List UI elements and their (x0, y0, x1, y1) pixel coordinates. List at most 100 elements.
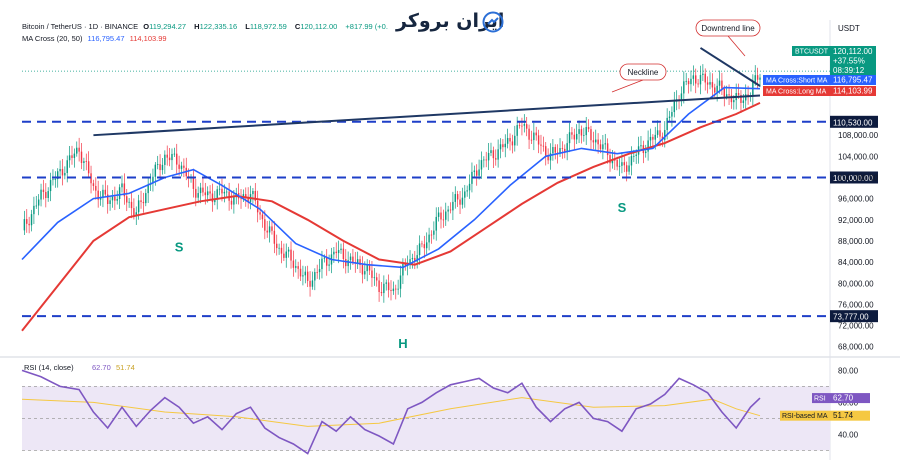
candle-body (392, 288, 395, 292)
candle-body (545, 146, 547, 156)
candle-body (268, 226, 271, 233)
neckline (93, 94, 761, 137)
candle-body (159, 164, 161, 171)
candle-body (490, 150, 492, 154)
candle-body (371, 270, 373, 278)
candle-body (680, 93, 683, 101)
candle-body (352, 256, 354, 262)
candle-body (754, 75, 756, 82)
candle-body (106, 194, 109, 204)
candle-body (176, 153, 178, 165)
candle-body (140, 200, 142, 202)
candle-body (568, 132, 571, 144)
candle-body (123, 183, 126, 197)
candle-body (566, 143, 568, 153)
candle-body (473, 170, 476, 172)
candle-body (573, 134, 576, 140)
ma-long-tag (763, 86, 830, 96)
open-label: O (143, 22, 150, 31)
candle-body (699, 74, 702, 85)
candle-body (321, 258, 323, 270)
candle-body (695, 75, 697, 84)
candle-body (723, 88, 726, 97)
candle-body (342, 248, 345, 259)
symbol-tag-label: BTCUSDT (795, 49, 829, 56)
candle-body (99, 197, 102, 200)
candle-body (421, 243, 423, 245)
candle-body (416, 255, 418, 262)
candle-body (442, 219, 445, 221)
candle-body (759, 77, 761, 80)
candle-body (309, 280, 311, 287)
ma-long-value: 114,103.99 (129, 34, 167, 43)
candle-body (602, 144, 604, 150)
candle-body (616, 160, 618, 167)
candle-body (168, 157, 171, 161)
candle-body (656, 130, 659, 135)
candle-body (37, 199, 40, 206)
ma-short-value-text: 116,795.47 (833, 76, 873, 85)
candle-body (223, 191, 226, 194)
candle-body (126, 196, 128, 203)
candle-body (571, 132, 573, 135)
candle-body (530, 139, 533, 141)
candle-body (725, 94, 728, 97)
candle-body (59, 168, 61, 172)
candle-body (397, 288, 399, 290)
close-label: C (294, 22, 301, 31)
candle-body (433, 230, 435, 235)
candle-body (240, 198, 242, 200)
downtrend-callout-text: Downtrend line (701, 24, 755, 33)
candle-body (142, 201, 145, 204)
candle-body (633, 155, 635, 157)
rsi-ma-value-text: 51.74 (833, 411, 854, 420)
candle-body (464, 191, 466, 198)
candle-body (454, 194, 456, 202)
candle-body (252, 190, 254, 195)
candle-body (466, 190, 468, 192)
candle-body (259, 212, 261, 215)
ma-cross-label[interactable]: MA Cross (20, 50) (22, 34, 83, 43)
candle-body (533, 132, 535, 141)
price-tick-label: 92,000.00 (838, 216, 874, 225)
candle-body (192, 177, 195, 189)
candle-body (35, 205, 37, 207)
level-tag (830, 171, 878, 184)
candle-body (97, 190, 99, 200)
rsi-ma-name-tag-label: RSI-based MA (782, 413, 828, 420)
candle-body (68, 155, 71, 161)
candle-body (380, 291, 383, 294)
candle-body (425, 242, 428, 249)
candle-body (42, 189, 45, 193)
candle-body (687, 80, 690, 85)
candle-body (71, 155, 73, 158)
brand-logo-icon (482, 11, 504, 33)
low-value: 118,972.59 (249, 22, 287, 31)
candle-body (76, 147, 78, 154)
pattern-label: H (398, 336, 407, 351)
candle-body (199, 187, 202, 194)
candle-body (109, 200, 111, 204)
candle-body (692, 75, 695, 79)
candle-body (683, 81, 685, 94)
ma-cross-header: MA Cross (20, 50) 116,795.47 114,103.99 (22, 34, 170, 43)
candle-body (740, 94, 742, 103)
candle-body (578, 129, 580, 134)
candle-body (478, 169, 480, 176)
candle-body (221, 188, 223, 194)
candle-body (487, 153, 490, 161)
candle-body (26, 219, 28, 224)
candle-body (264, 219, 266, 231)
candle-body (178, 164, 180, 169)
candle-body (230, 200, 233, 205)
candle-body (197, 193, 199, 198)
candle-body (368, 265, 371, 271)
candle-body (585, 127, 587, 136)
candle-body (87, 161, 90, 174)
candle-body (173, 153, 176, 155)
candle-body (547, 155, 549, 161)
candle-body (671, 112, 673, 117)
candle-body (128, 201, 130, 203)
candle-body (599, 144, 602, 150)
